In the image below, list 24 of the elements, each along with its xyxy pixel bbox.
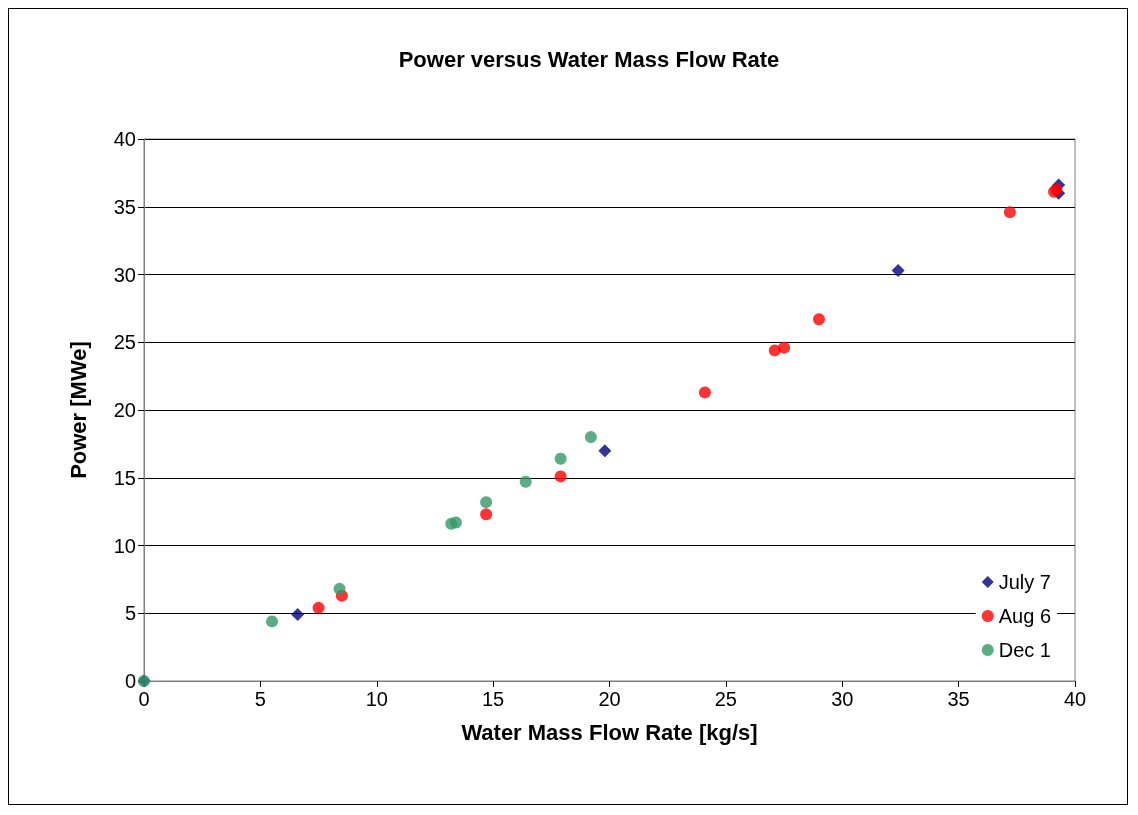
- x-axis-title: Water Mass Flow Rate [kg/s]: [461, 719, 758, 745]
- y-axis-title: Power [MWe]: [65, 341, 91, 479]
- x-tick-label: 0: [138, 688, 150, 710]
- y-tick-label: 0: [124, 670, 136, 692]
- y-tick-label: 10: [113, 534, 136, 557]
- legend-label: Dec 1: [998, 639, 1051, 661]
- chart-title: Power versus Water Mass Flow Rate: [398, 46, 780, 72]
- legend-label: Aug 6: [998, 605, 1051, 627]
- x-tick-label: 15: [482, 688, 505, 710]
- x-tick-label: 35: [947, 688, 970, 710]
- y-tick-label: 40: [113, 128, 136, 150]
- y-tick-label: 20: [113, 399, 136, 421]
- y-tick-label: 5: [124, 602, 136, 625]
- x-tick-label: 25: [714, 688, 737, 710]
- x-tick-label: 20: [598, 688, 621, 710]
- y-tick-label: 25: [113, 331, 136, 354]
- x-tick-label: 40: [1063, 688, 1087, 710]
- x-tick-label: 5: [254, 688, 266, 710]
- y-tick-label: 15: [113, 466, 136, 489]
- legend-label: July 7: [998, 571, 1051, 593]
- y-tick-label: 30: [113, 263, 136, 286]
- x-tick-label: 10: [365, 688, 388, 710]
- y-tick-label: 35: [113, 195, 136, 218]
- x-tick-label: 30: [831, 688, 854, 710]
